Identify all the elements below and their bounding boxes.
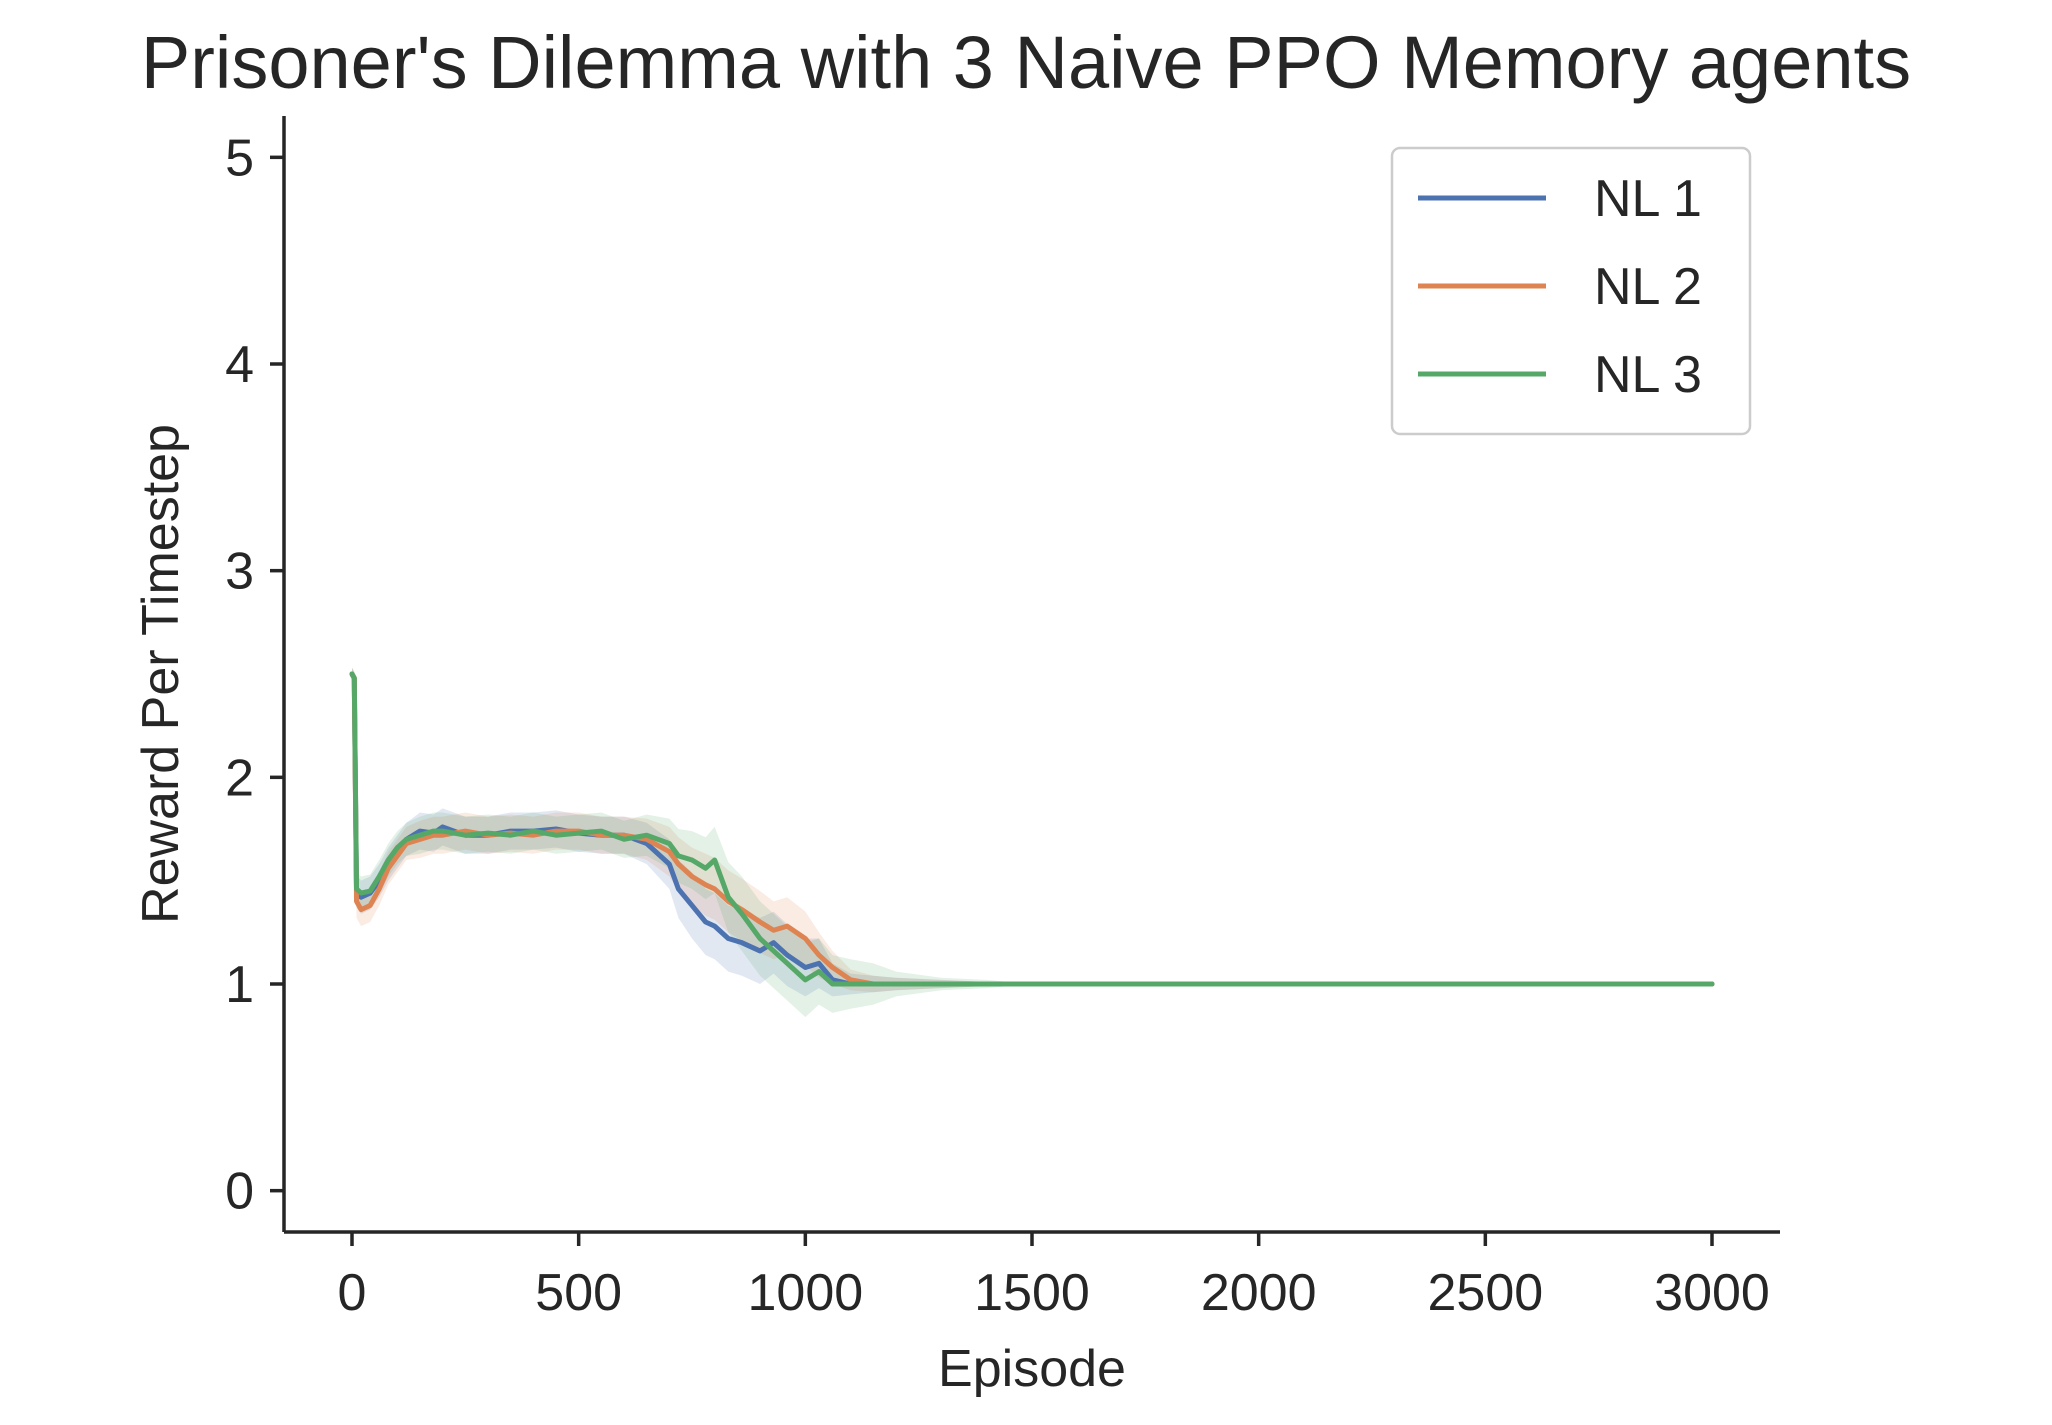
y-tick-label: 5 xyxy=(225,129,254,187)
series-line-3 xyxy=(349,671,1715,987)
confidence-band-1 xyxy=(352,667,1712,997)
y-tick-label: 2 xyxy=(225,749,254,807)
y-axis-ticks: 0 1 2 3 4 5 xyxy=(225,129,284,1221)
legend: NL 1 NL 2 NL 3 xyxy=(1390,146,1752,436)
x-tick-label: 1500 xyxy=(974,1264,1090,1322)
y-tick-label: 4 xyxy=(225,336,254,394)
series-line-2 xyxy=(349,671,1715,987)
x-axis-label: Episode xyxy=(938,1340,1126,1398)
legend-frame xyxy=(1390,146,1752,436)
x-tick-label: 3000 xyxy=(1654,1264,1770,1322)
y-tick-label: 0 xyxy=(225,1163,254,1221)
confidence-band-2 xyxy=(352,667,1712,993)
confidence-band-3 xyxy=(352,667,1712,1018)
y-tick-label: 3 xyxy=(225,543,254,601)
legend-label-3: NL 3 xyxy=(1594,346,1702,404)
y-axis-label: Reward Per Timestep xyxy=(132,424,190,924)
legend-label-1: NL 1 xyxy=(1594,170,1702,228)
x-tick-label: 1000 xyxy=(747,1264,863,1322)
x-tick-label: 500 xyxy=(535,1264,622,1322)
legend-label-2: NL 2 xyxy=(1594,258,1702,316)
y-tick-label: 1 xyxy=(225,956,254,1014)
chart-title: Prisoner's Dilemma with 3 Naive PPO Memo… xyxy=(141,21,1911,104)
confidence-bands xyxy=(352,667,1712,1018)
x-tick-label: 2500 xyxy=(1427,1264,1543,1322)
series-lines xyxy=(349,671,1715,987)
x-axis-ticks: 0 500 1000 1500 2000 2500 3000 xyxy=(338,1232,1770,1322)
x-tick-label: 0 xyxy=(338,1264,367,1322)
x-tick-label: 2000 xyxy=(1201,1264,1317,1322)
